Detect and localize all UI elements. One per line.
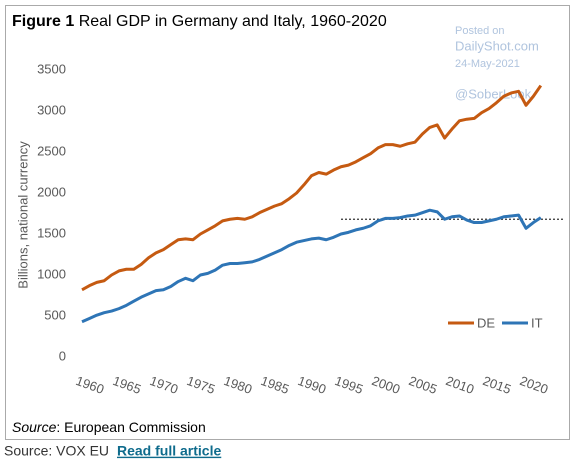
y-tick-label: 2000	[37, 184, 66, 199]
read-link-text[interactable]: Read full article	[117, 443, 221, 459]
series-line	[81, 208, 542, 324]
title-prefix: Figure 1	[12, 13, 74, 30]
y-tick-label: 500	[44, 307, 66, 322]
y-tick-label: 1500	[37, 225, 66, 240]
y-tick-label: 2500	[37, 143, 66, 158]
chart-title: Figure 1 Real GDP in Germany and Italy, …	[12, 13, 387, 30]
y-tick-label: 3000	[37, 102, 66, 117]
legend-label: DE	[477, 315, 495, 330]
title-text: Real GDP in Germany and Italy, 1960-2020	[79, 13, 387, 30]
source-note: Source: European Commission	[12, 419, 206, 435]
y-axis-label: Billions, national currency	[15, 141, 30, 289]
footer-source: Source: VOX EU	[4, 443, 109, 459]
legend-label: IT	[531, 315, 543, 330]
y-tick-label: 3500	[37, 61, 66, 76]
watermark: @SoberLook	[455, 86, 532, 101]
watermark: 24-May-2021	[455, 58, 520, 70]
source-label: Source	[12, 419, 57, 435]
read-link[interactable]: Read full article	[117, 443, 221, 459]
y-tick-label: 0	[59, 348, 66, 363]
series-line	[81, 84, 543, 292]
watermark: Posted on	[455, 25, 505, 37]
source-text: : European Commission	[56, 419, 205, 435]
y-tick-label: 1000	[37, 266, 66, 281]
watermark: DailyShot.com	[455, 38, 539, 53]
